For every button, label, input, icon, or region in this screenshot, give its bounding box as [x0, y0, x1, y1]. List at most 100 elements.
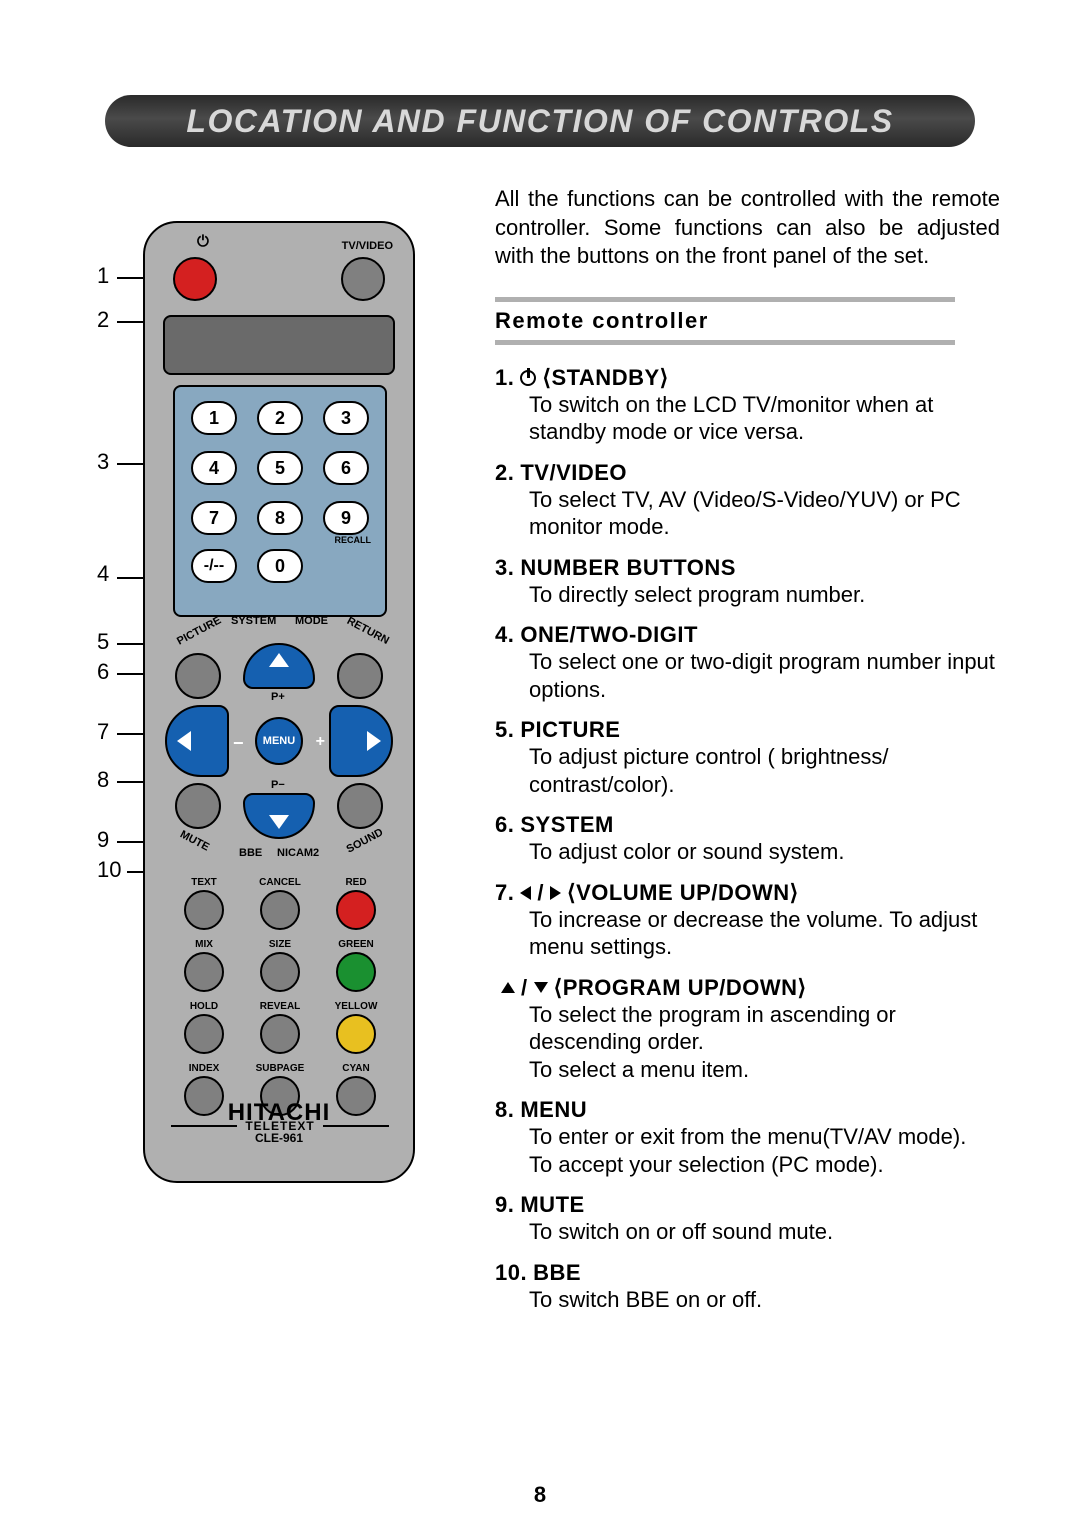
teletext-label: RED	[336, 877, 376, 888]
standby-button[interactable]	[173, 257, 217, 301]
brand-name: HITACHI	[145, 1099, 413, 1127]
item-desc: To select one or two-digit program numbe…	[495, 648, 1000, 703]
recall-label: RECALL	[335, 535, 372, 545]
item-num: 10.	[495, 1260, 527, 1286]
item: 4. ONE/TWO-DIGITTo select one or two-dig…	[495, 622, 1000, 703]
num-button-5[interactable]: 5	[257, 451, 303, 485]
teletext-button-size[interactable]	[260, 952, 300, 992]
item-title: 2. TV/VIDEO	[495, 460, 1000, 486]
item-heading: BBE	[533, 1260, 581, 1286]
program-down-button[interactable]	[243, 793, 315, 839]
num-button-7[interactable]: 7	[191, 501, 237, 535]
num-button-6[interactable]: 6	[323, 451, 369, 485]
item-desc: To switch BBE on or off.	[495, 1286, 1000, 1314]
right-icon	[550, 886, 561, 900]
teletext-cell: HOLD	[184, 1001, 224, 1059]
item-title: 1. ⟨STANDBY⟩	[495, 365, 1000, 391]
item-num: 7.	[495, 880, 514, 906]
power-icon: ⏻	[197, 233, 209, 250]
teletext-button-mix[interactable]	[184, 952, 224, 992]
teletext-cell: MIX	[184, 939, 224, 997]
numpad-grid: 1 2 3 4 5 6 7 8 9	[191, 401, 369, 535]
teletext-button-reveal[interactable]	[260, 1014, 300, 1054]
volume-down-button[interactable]	[165, 705, 229, 777]
teletext-label: YELLOW	[335, 1001, 378, 1012]
minus-label: −	[233, 733, 244, 754]
item-heading: MUTE	[520, 1192, 584, 1218]
num-button-9[interactable]: 9	[323, 501, 369, 535]
program-up-button[interactable]	[243, 643, 315, 689]
callout-10: 10	[97, 857, 121, 883]
plus-label: +	[316, 733, 325, 751]
item-heading: MENU	[520, 1097, 587, 1123]
item-heading: ONE/TWO-DIGIT	[520, 622, 698, 648]
item: 9. MUTETo switch on or off sound mute.	[495, 1192, 1000, 1246]
item-title: / ⟨PROGRAM UP/DOWN⟩	[495, 975, 1000, 1001]
num-button-4[interactable]: 4	[191, 451, 237, 485]
item: 8. MENUTo enter or exit from the menu(TV…	[495, 1097, 1000, 1178]
num-button-2[interactable]: 2	[257, 401, 303, 435]
teletext-button-yellow[interactable]	[336, 1014, 376, 1054]
volume-up-button[interactable]	[329, 705, 393, 777]
item-title: 8. MENU	[495, 1097, 1000, 1123]
teletext-button-green[interactable]	[336, 952, 376, 992]
tvvideo-label: TV/VIDEO	[342, 240, 393, 252]
item-title: 6. SYSTEM	[495, 812, 1000, 838]
callout-4: 4	[97, 561, 109, 587]
teletext-label: INDEX	[184, 1063, 224, 1074]
callout-7: 7	[97, 719, 109, 745]
callout-8: 8	[97, 767, 109, 793]
intro-text: All the functions can be controlled with…	[495, 185, 1000, 271]
item-desc: To directly select program number.	[495, 581, 1000, 609]
callout-5: 5	[97, 629, 109, 655]
teletext-button-cancel[interactable]	[260, 890, 300, 930]
item-desc: To select TV, AV (Video/S-Video/YUV) or …	[495, 486, 1000, 541]
teletext-label: CANCEL	[259, 877, 301, 888]
num-button-3[interactable]: 3	[323, 401, 369, 435]
teletext-cell: SIZE	[260, 939, 300, 997]
teletext-label: SIZE	[260, 939, 300, 950]
teletext-button-red[interactable]	[336, 890, 376, 930]
mute-button[interactable]	[175, 783, 221, 829]
item-title: 5. PICTURE	[495, 717, 1000, 743]
callout-9: 9	[97, 827, 109, 853]
teletext-button-hold[interactable]	[184, 1014, 224, 1054]
item: 2. TV/VIDEOTo select TV, AV (Video/S-Vid…	[495, 460, 1000, 541]
arc-label-system: SYSTEM	[231, 615, 276, 627]
description-column: All the functions can be controlled with…	[495, 185, 1020, 1327]
manual-page: LOCATION AND FUNCTION OF CONTROLS 1 2 3 …	[0, 0, 1080, 1367]
num-button-8[interactable]: 8	[257, 501, 303, 535]
one-two-digit-button[interactable]: -/--	[191, 549, 237, 583]
teletext-grid: TEXTCANCELREDMIXSIZEGREENHOLDREVEALYELLO…	[171, 877, 389, 1121]
item-num: 9.	[495, 1192, 514, 1218]
num-button-1[interactable]: 1	[191, 401, 237, 435]
remote-wrap: 1 2 3 4 5 6 7 8 9 10	[143, 221, 465, 1183]
sound-button[interactable]	[337, 783, 383, 829]
item-num: 8.	[495, 1097, 514, 1123]
picture-button[interactable]	[175, 653, 221, 699]
return-button[interactable]	[337, 653, 383, 699]
divider-bottom	[495, 340, 955, 345]
teletext-label: HOLD	[184, 1001, 224, 1012]
page-number: 8	[0, 1482, 1080, 1508]
teletext-cell: CANCEL	[259, 877, 301, 935]
item-title: 9. MUTE	[495, 1192, 1000, 1218]
teletext-cell: REVEAL	[260, 1001, 301, 1059]
item-num: 1.	[495, 365, 514, 391]
pminus-label: P−	[271, 779, 285, 791]
item: 3. NUMBER BUTTONSTo directly select prog…	[495, 555, 1000, 609]
brand-model: CLE-961	[145, 1131, 413, 1145]
item-desc: To adjust picture control ( brightness/ …	[495, 743, 1000, 798]
teletext-label: GREEN	[336, 939, 376, 950]
menu-button[interactable]: MENU	[255, 717, 303, 765]
item: 5. PICTURETo adjust picture control ( br…	[495, 717, 1000, 798]
callout-6: 6	[97, 659, 109, 685]
corner-bbe: BBE	[239, 847, 262, 859]
item-num: 5.	[495, 717, 514, 743]
tvvideo-button[interactable]	[341, 257, 385, 301]
teletext-label: CYAN	[336, 1063, 376, 1074]
teletext-button-text[interactable]	[184, 890, 224, 930]
section-title: Remote controller	[495, 308, 1000, 334]
item-desc: To select the program in ascending or de…	[495, 1001, 1000, 1084]
num-button-0[interactable]: 0	[257, 549, 303, 583]
